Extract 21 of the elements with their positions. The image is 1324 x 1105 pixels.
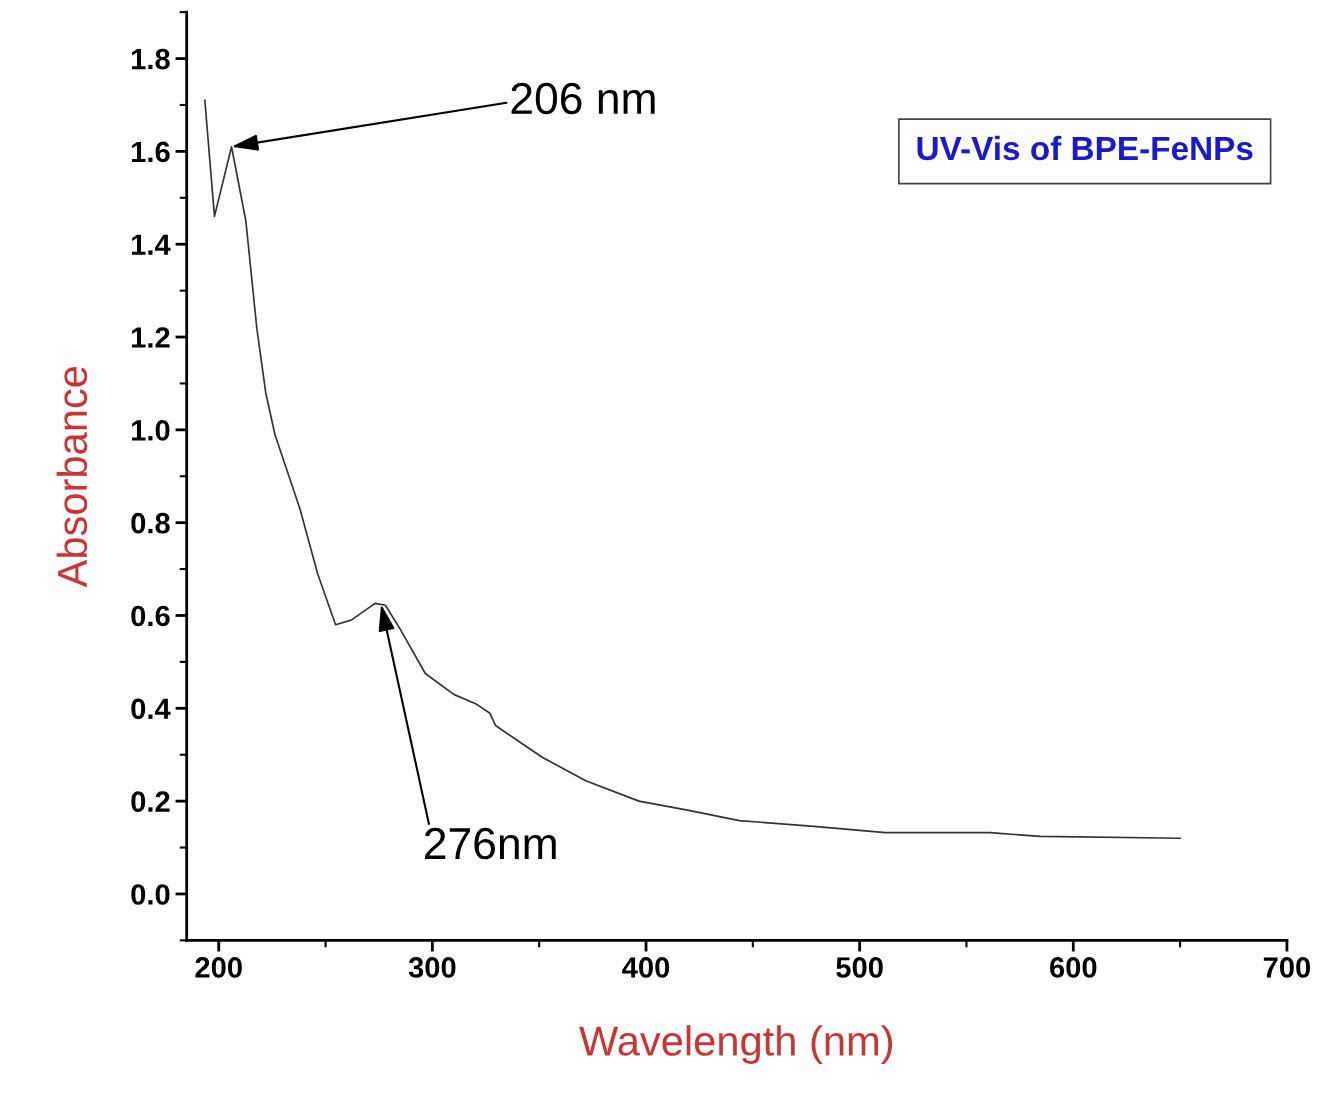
y-tick-label: 0.4 — [131, 698, 171, 720]
y-tick-label: 1.6 — [132, 141, 170, 163]
y-tick-label: 0.8 — [131, 512, 170, 534]
y-tick-label: 0.6 — [131, 605, 170, 627]
y-tick-label: 0.0 — [131, 884, 170, 905]
annotation: 276nm — [425, 827, 556, 860]
y-axis-title: Absorbance — [56, 366, 88, 588]
y-tick-label: 0.2 — [131, 791, 170, 812]
x-tick-label: 200 — [195, 957, 242, 978]
x-tick-label: 700 — [1263, 957, 1311, 978]
x-tick-label: 400 — [622, 957, 670, 978]
annotation: 206 nm — [511, 82, 655, 115]
x-axis-title: Wavelength (nm) — [579, 1025, 893, 1065]
x-tick-label: 500 — [836, 957, 883, 978]
annotation: UV-Vis of BPE-FeNPs — [917, 135, 1253, 161]
y-tick-label: 1.4 — [132, 234, 171, 255]
y-tick-label: 1.2 — [132, 327, 170, 348]
x-tick-label: 600 — [1050, 957, 1097, 978]
y-tick-label: 1.8 — [132, 48, 170, 70]
x-tick-label: 300 — [408, 957, 456, 978]
y-tick-label: 1.0 — [132, 420, 170, 441]
